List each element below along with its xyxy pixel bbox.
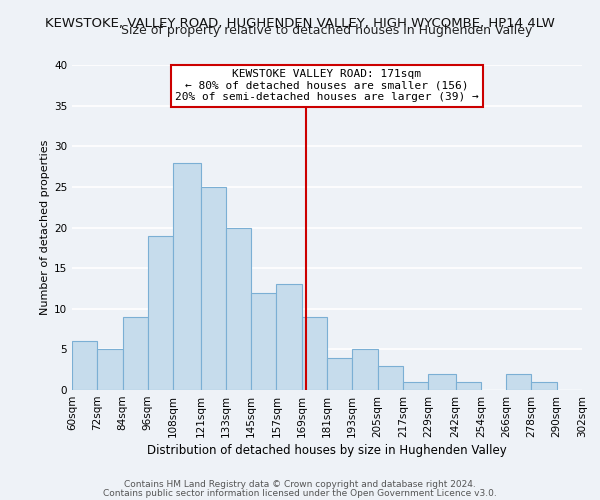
Bar	[173, 162, 200, 390]
Y-axis label: Number of detached properties: Number of detached properties	[40, 140, 50, 315]
Text: KEWSTOKE VALLEY ROAD: 171sqm
← 80% of detached houses are smaller (156)
20% of s: KEWSTOKE VALLEY ROAD: 171sqm ← 80% of de…	[175, 69, 479, 102]
Bar	[327, 358, 352, 390]
Bar	[97, 350, 122, 390]
Bar	[277, 284, 302, 390]
Bar	[251, 292, 277, 390]
Bar	[455, 382, 481, 390]
Bar	[122, 317, 148, 390]
Title: Size of property relative to detached houses in Hughenden Valley: Size of property relative to detached ho…	[121, 24, 533, 38]
Text: Contains public sector information licensed under the Open Government Licence v3: Contains public sector information licen…	[103, 490, 497, 498]
Bar	[532, 382, 557, 390]
Bar	[428, 374, 455, 390]
Text: Contains HM Land Registry data © Crown copyright and database right 2024.: Contains HM Land Registry data © Crown c…	[124, 480, 476, 489]
Bar	[148, 236, 173, 390]
Bar	[200, 187, 226, 390]
Text: KEWSTOKE, VALLEY ROAD, HUGHENDEN VALLEY, HIGH WYCOMBE, HP14 4LW: KEWSTOKE, VALLEY ROAD, HUGHENDEN VALLEY,…	[45, 18, 555, 30]
Bar	[352, 350, 377, 390]
Bar	[302, 317, 327, 390]
Bar	[72, 341, 97, 390]
Bar	[377, 366, 403, 390]
Bar	[226, 228, 251, 390]
X-axis label: Distribution of detached houses by size in Hughenden Valley: Distribution of detached houses by size …	[147, 444, 507, 457]
Bar	[403, 382, 428, 390]
Bar	[506, 374, 532, 390]
